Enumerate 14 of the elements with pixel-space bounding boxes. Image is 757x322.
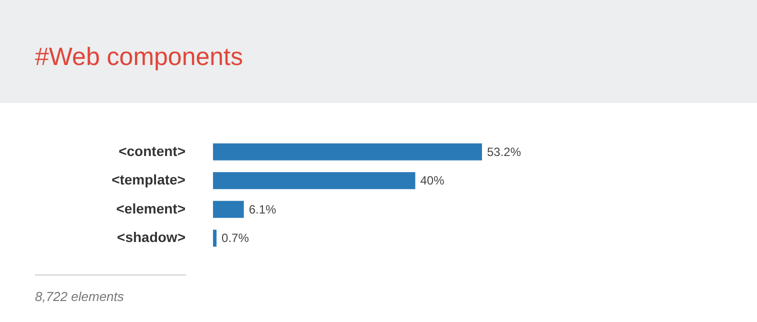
data-label: 53.2% [487, 144, 522, 159]
text: 8,722 elements [35, 289, 124, 304]
data-label: 6.1% [248, 202, 277, 216]
y-tick-label: <template> [112, 172, 186, 188]
chart-title: #Web components [35, 43, 243, 71]
y-tick-label: <shadow> [117, 229, 186, 246]
bar [213, 200, 244, 218]
bar [213, 172, 416, 190]
bar [213, 230, 217, 247]
y-tick-label: <content> [118, 142, 186, 159]
bar [213, 143, 482, 160]
data-label: 0.7% [222, 231, 250, 246]
data-label: 40% [420, 174, 445, 188]
y-tick-label: <element> [116, 200, 186, 216]
